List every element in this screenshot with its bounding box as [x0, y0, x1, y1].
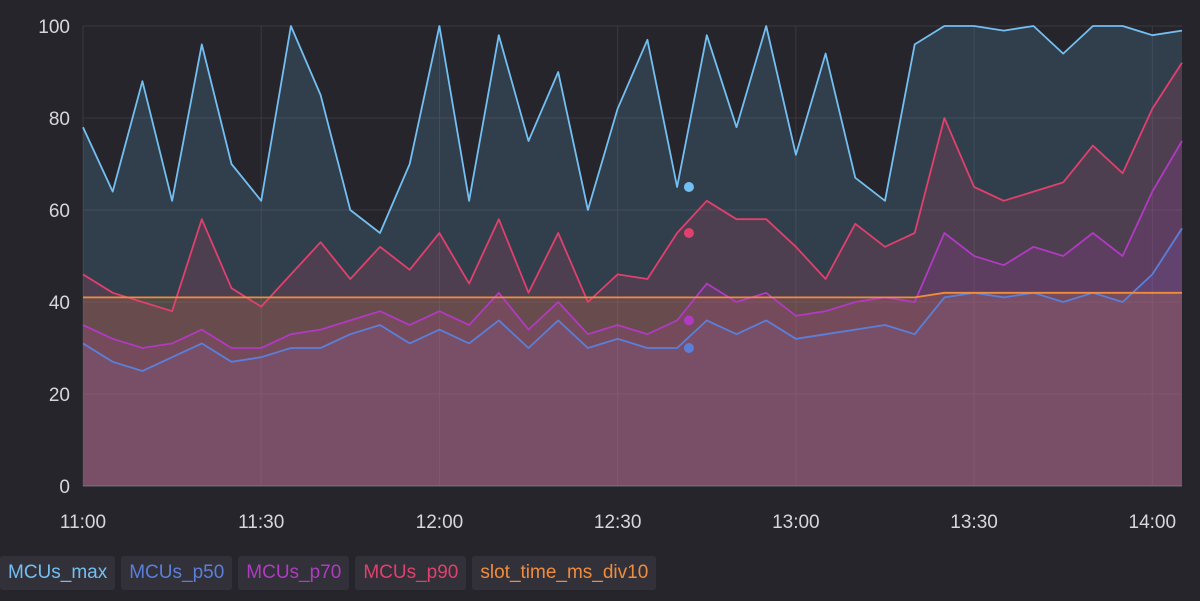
x-tick-label: 11:30 [238, 512, 284, 533]
series-line-MCUs_max [82, 25, 1183, 234]
x-tick-label: 11:00 [60, 512, 106, 533]
legend-item-MCUs_p50[interactable]: MCUs_p50 [121, 556, 233, 590]
series-line-slot_time_ms_div10 [83, 291, 1182, 299]
series-area-MCUs_p90 [83, 62, 1182, 487]
series-line-MCUs_p50 [82, 227, 1183, 372]
hover-marker-MCUs_p50 [683, 343, 694, 353]
legend-item-MCUs_max[interactable]: MCUs_max [0, 556, 116, 590]
x-axis: 11:00 11:30 12:00 12:30 13:00 13:30 14:00 [60, 512, 1176, 533]
legend-item-MCUs_p90[interactable]: MCUs_p90 [355, 556, 467, 590]
series-areas [83, 26, 1182, 487]
series-lines [82, 25, 1183, 372]
x-tick-label: 13:00 [772, 512, 820, 533]
y-tick-label: 0 [59, 477, 70, 498]
y-tick-label: 40 [49, 293, 70, 314]
series-area-MCUs_p50 [83, 228, 1182, 486]
y-tick-label: 20 [49, 385, 70, 406]
y-tick-label: 100 [38, 17, 70, 38]
x-tick-label: 13:30 [950, 512, 998, 533]
y-axis: 0 20 40 60 80 100 [38, 17, 70, 498]
y-tick-label: 80 [49, 109, 70, 130]
hover-marker-MCUs_max [683, 182, 694, 192]
series-area-slot_time_ms_div10 [83, 292, 1182, 486]
hover-marker-MCUs_p90 [683, 228, 694, 238]
x-tick-label: 14:00 [1129, 512, 1177, 533]
y-tick-label: 60 [49, 201, 70, 222]
series-line-MCUs_p70 [82, 140, 1183, 349]
series-line-MCUs_p90 [82, 62, 1183, 313]
x-tick-label: 12:00 [416, 512, 464, 533]
series-area-MCUs_max [83, 26, 1182, 486]
legend: MCUs_max MCUs_p50 MCUs_p70 MCUs_p90 slot_tim… [0, 556, 657, 590]
hover-marker-MCUs_p70 [683, 315, 694, 326]
x-tick-label: 12:30 [594, 512, 642, 533]
legend-item-slot_time_ms_div10[interactable]: slot_time_ms_div10 [472, 556, 657, 590]
hover-markers [683, 182, 694, 353]
series-area-MCUs_p70 [83, 141, 1182, 486]
legend-item-MCUs_p70[interactable]: MCUs_p70 [238, 556, 350, 590]
